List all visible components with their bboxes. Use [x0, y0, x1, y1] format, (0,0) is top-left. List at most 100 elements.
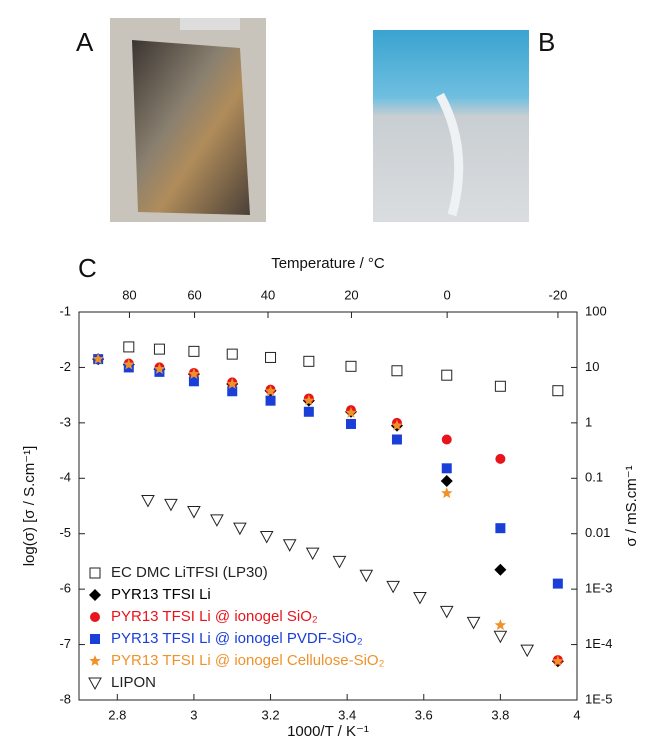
x-tick-label: 4 [573, 707, 580, 722]
point [552, 655, 564, 667]
y2-axis-label: σ / mS.cm⁻¹ [623, 465, 640, 546]
y2-tick-label: 0.1 [585, 470, 603, 485]
top-axis-label: Temperature / °C [271, 255, 385, 272]
point [123, 341, 135, 353]
top-tick-label: 20 [344, 287, 358, 302]
point [210, 514, 224, 527]
point [303, 406, 314, 417]
x-tick-label: 3 [190, 707, 197, 722]
y2-tick-label: 1E-4 [585, 636, 612, 651]
top-tick-label: 80 [122, 287, 136, 302]
plot-frame [78, 311, 578, 701]
point [495, 453, 506, 464]
point [187, 506, 201, 519]
y-tick-label: -7 [59, 636, 71, 651]
point [227, 386, 238, 397]
point [494, 563, 507, 576]
point [188, 368, 200, 379]
point [233, 522, 247, 536]
point [494, 619, 507, 631]
point [520, 644, 535, 658]
point [552, 385, 564, 397]
legend-label: PYR13 TFSI Li @ ionogel Cellulose-SiO₂ [111, 652, 385, 669]
top-tick-label: -20 [549, 287, 568, 302]
point [188, 376, 199, 387]
top-tick-label: 40 [261, 287, 275, 302]
photo-a [110, 18, 266, 222]
point [123, 362, 134, 373]
y-axis-label: log(σ) [σ / S.cm⁻¹] [21, 446, 38, 567]
point [92, 353, 104, 364]
y-tick-label: -4 [59, 470, 71, 485]
point [154, 366, 165, 377]
x-tick-label: 3.4 [338, 707, 356, 722]
point [439, 605, 454, 619]
y2-tick-label: 100 [585, 303, 607, 318]
panel-label: C [78, 253, 97, 283]
y-tick-label: -2 [59, 359, 71, 374]
point [345, 360, 357, 372]
legend-label: PYR13 TFSI Li [111, 586, 211, 603]
x-tick-label: 2.8 [108, 707, 126, 722]
legend-marker [90, 612, 100, 622]
y-tick-label: -1 [59, 303, 71, 318]
point [226, 348, 238, 360]
panel-label: B [538, 27, 555, 57]
point [441, 463, 452, 474]
panel-label: A [76, 27, 94, 57]
x-tick-label: 3.8 [491, 707, 509, 722]
y2-tick-label: 1E-3 [585, 581, 612, 596]
y-tick-label: -8 [59, 691, 71, 706]
y2-tick-label: 10 [585, 359, 599, 374]
point [265, 351, 277, 363]
legend-label: PYR13 TFSI Li @ ionogel SiO₂ [111, 608, 318, 625]
legend-label: EC DMC LiTFSI (LP30) [111, 564, 268, 581]
point [332, 555, 347, 569]
legend-marker [89, 589, 101, 601]
photo-b [373, 30, 529, 222]
x-tick-label: 3.2 [261, 707, 279, 722]
point [359, 569, 374, 583]
legend-marker [88, 677, 102, 691]
point [391, 434, 402, 445]
point [493, 630, 508, 644]
y-tick-label: -6 [59, 581, 71, 596]
point [282, 539, 297, 552]
point [164, 498, 178, 512]
top-tick-label: 0 [444, 287, 451, 302]
point [386, 580, 400, 594]
point [413, 591, 427, 605]
y-tick-label: -3 [59, 414, 71, 429]
point [495, 523, 506, 534]
x-axis-label: 1000/T / K⁻¹ [287, 723, 369, 740]
x-tick-label: 3.6 [415, 707, 433, 722]
point [440, 475, 453, 488]
point [391, 365, 403, 377]
point [466, 616, 481, 630]
point [345, 418, 356, 429]
point [391, 419, 403, 431]
point [552, 578, 563, 589]
point [305, 547, 320, 561]
legend-marker [89, 655, 101, 666]
point [265, 395, 276, 406]
point [264, 385, 277, 397]
y2-tick-label: 1 [585, 414, 592, 429]
y2-tick-label: 1E-5 [585, 691, 612, 706]
point [345, 406, 357, 418]
legend-marker [89, 567, 101, 579]
point [188, 345, 200, 357]
legend-marker [90, 634, 100, 644]
point [303, 394, 315, 406]
legend-label: PYR13 TFSI Li @ ionogel PVDF-SiO₂ [111, 630, 363, 647]
point [141, 494, 155, 508]
point [494, 380, 506, 392]
point [441, 369, 453, 381]
point [441, 487, 453, 499]
point [153, 363, 166, 374]
point [123, 358, 135, 370]
top-tick-label: 60 [187, 287, 201, 302]
point [153, 343, 165, 355]
point [259, 530, 274, 544]
